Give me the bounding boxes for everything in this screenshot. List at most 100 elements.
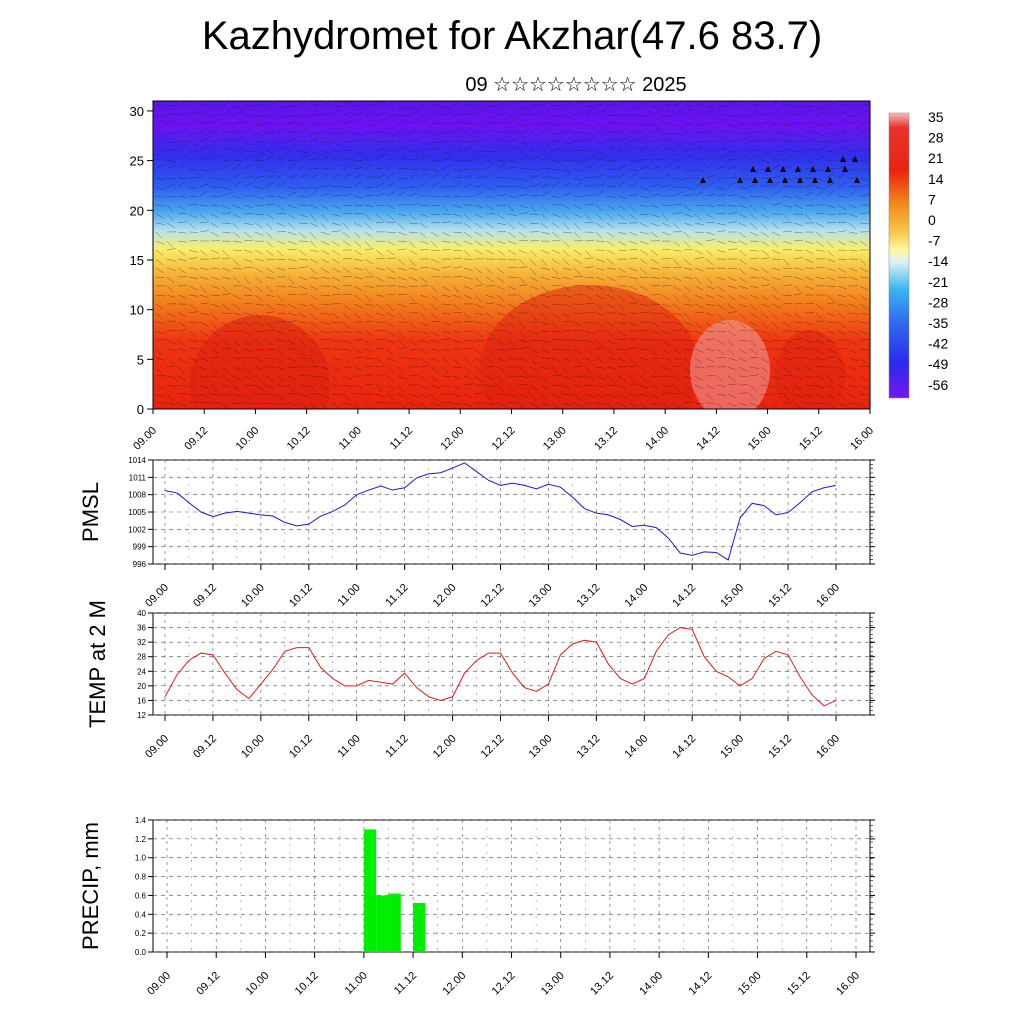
wind-barb — [540, 141, 550, 145]
wind-barb — [331, 393, 341, 395]
wind-barb — [331, 294, 341, 296]
wind-barb — [562, 182, 571, 188]
wind-barb — [749, 222, 758, 229]
wind-barb — [529, 384, 538, 391]
wind-barb — [485, 186, 495, 190]
wind-barb — [309, 384, 317, 392]
y-axis-label: PRECIP, mm — [78, 822, 103, 950]
wind-barb — [441, 213, 451, 215]
wind-barb — [848, 320, 858, 323]
wind-barb — [474, 154, 483, 161]
wind-barb — [265, 311, 275, 314]
wind-barb — [771, 109, 780, 116]
wind-barb — [815, 186, 825, 190]
wind-barb — [221, 293, 231, 296]
wind-barb — [276, 141, 286, 143]
wind-barb — [155, 276, 165, 278]
wind-barb — [551, 123, 561, 127]
wind-barb — [793, 276, 803, 280]
wind-barb — [793, 222, 803, 227]
wind-barb — [815, 339, 825, 344]
wind-barb — [485, 172, 494, 179]
wind-barb — [650, 128, 659, 134]
wind-barb — [727, 375, 736, 382]
wind-barb — [782, 103, 792, 107]
wind-barb — [452, 213, 462, 217]
x-tick-label: 15.12 — [766, 733, 794, 761]
wind-barb — [804, 159, 814, 164]
wind-barb — [837, 172, 846, 179]
wind-barb — [617, 213, 626, 220]
wind-barb — [716, 130, 726, 134]
wind-barb — [430, 147, 440, 152]
wind-barb — [397, 128, 407, 134]
wind-barb — [408, 139, 418, 143]
wind-barb — [727, 158, 737, 161]
wind-barb — [584, 136, 593, 143]
wind-barb — [155, 321, 165, 324]
wind-barb — [430, 258, 440, 263]
wind-barb — [672, 146, 681, 152]
wind-barb — [518, 129, 528, 134]
wind-barb — [628, 338, 638, 341]
wind-barb — [496, 321, 506, 327]
wind-barb — [452, 257, 462, 260]
wind-barb — [727, 383, 737, 386]
wind-barb — [683, 186, 693, 190]
wind-barb — [727, 311, 737, 314]
wind-barb — [298, 165, 308, 170]
wind-barb — [628, 402, 638, 408]
wind-barb — [705, 239, 715, 242]
wind-barb — [628, 183, 638, 188]
wind-barb — [639, 102, 649, 107]
wind-barb — [859, 103, 869, 107]
wind-barb — [320, 276, 330, 280]
wind-barb — [551, 393, 561, 398]
wind-barb — [276, 204, 285, 211]
wind-barb — [353, 118, 362, 125]
wind-barb — [188, 311, 198, 314]
wind-barb — [221, 312, 231, 314]
x-tick-label: 12.00 — [438, 425, 466, 453]
wind-barb — [727, 194, 737, 197]
wind-barb — [859, 122, 869, 125]
wind-barb — [661, 132, 671, 135]
wind-barb — [694, 146, 703, 152]
wind-barb — [573, 402, 583, 408]
wind-barb — [386, 240, 395, 246]
wind-barb — [672, 321, 682, 325]
wind-flag — [737, 177, 743, 183]
wind-barb — [859, 222, 869, 224]
wind-barb — [287, 191, 297, 197]
x-tick-label: 11.12 — [383, 733, 410, 760]
wind-barb — [320, 249, 330, 255]
wind-barb — [738, 213, 748, 218]
wind-barb — [188, 249, 198, 253]
wind-barb — [166, 240, 174, 248]
wind-barb — [694, 312, 704, 314]
wind-barb — [518, 156, 528, 161]
wind-barb — [232, 384, 241, 391]
wind-barb — [749, 140, 759, 143]
wind-barb — [155, 348, 163, 356]
wind-barb — [276, 123, 286, 126]
wind-barb — [617, 338, 627, 341]
wind-barb — [254, 150, 264, 155]
wind-barb — [397, 303, 407, 308]
wind-flag — [752, 177, 758, 183]
wind-barb — [265, 329, 275, 332]
wind-barb — [232, 402, 242, 404]
wind-barb — [496, 393, 506, 395]
wind-barb — [551, 267, 559, 275]
wind-barb — [793, 113, 803, 116]
wind-barb — [155, 330, 165, 335]
y-tick-label: 12 — [137, 711, 146, 720]
wind-barb — [364, 176, 374, 179]
wind-barb — [386, 204, 396, 210]
wind-barb — [397, 293, 407, 296]
wind-barb — [364, 104, 374, 107]
wind-barb — [672, 132, 682, 136]
wind-barb — [749, 321, 759, 327]
y-tick-label: 28 — [137, 653, 146, 662]
wind-barb — [518, 231, 527, 238]
